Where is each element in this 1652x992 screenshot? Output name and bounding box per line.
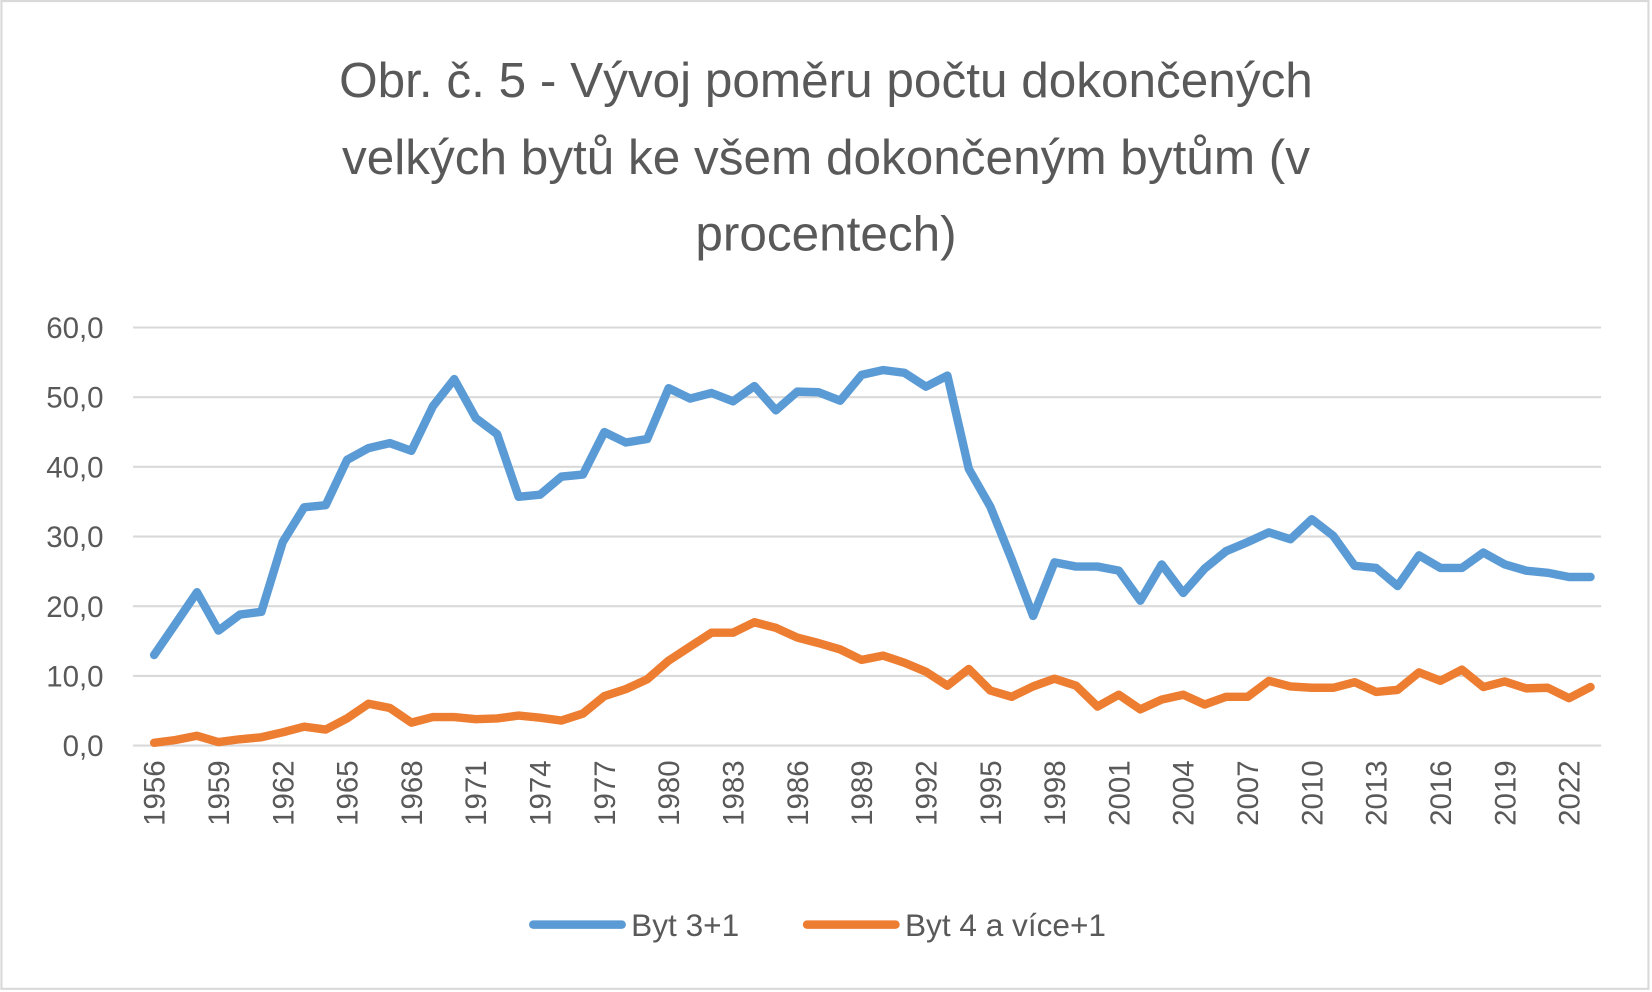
x-tick-label: 1974 [525, 760, 558, 826]
series-line-0 [149, 365, 1595, 660]
x-tick-label: 2019 [1489, 760, 1522, 826]
chart-title: Obr. č. 5 - Vývoj poměru počtu dokončený… [339, 53, 1313, 262]
x-tick-label: 1983 [718, 760, 751, 826]
x-tick-label: 1962 [267, 760, 300, 826]
series-line-1 [149, 618, 1595, 748]
legend-label-byt-4-a-vice-1: Byt 4 a více+1 [905, 907, 1106, 943]
x-tick-label: 1998 [1039, 760, 1072, 826]
x-tick-label: 2016 [1425, 760, 1458, 826]
legend-label-byt-3-1: Byt 3+1 [631, 907, 739, 943]
chart-title-line-1: Obr. č. 5 - Vývoj poměru počtu dokončený… [339, 53, 1313, 108]
y-tick-label: 40,0 [46, 451, 103, 484]
x-tick-label: 1956 [139, 760, 172, 826]
x-tick-label: 2007 [1232, 760, 1265, 826]
x-tick-label: 2004 [1168, 760, 1201, 826]
x-tick-label: 1989 [846, 760, 879, 826]
y-tick-label: 30,0 [46, 521, 103, 554]
gridlines [133, 326, 1602, 747]
y-tick-label: 60,0 [46, 312, 103, 345]
x-tick-label: 1977 [589, 760, 622, 826]
x-tick-label: 2022 [1554, 760, 1587, 826]
x-tick-label: 1980 [653, 760, 686, 826]
chart-title-line-2: velkých bytů ke všem dokončeným bytům (v [342, 130, 1310, 185]
series-lines [149, 365, 1595, 748]
x-tick-label: 1986 [782, 760, 815, 826]
x-tick-label: 1965 [332, 760, 365, 826]
y-tick-label: 50,0 [46, 382, 103, 415]
x-tick-label: 1971 [460, 760, 493, 826]
y-tick-label: 20,0 [46, 591, 103, 624]
y-tick-label: 10,0 [46, 660, 103, 693]
x-tick-label: 2010 [1296, 760, 1329, 826]
x-tick-label: 1992 [910, 760, 943, 826]
x-tick-label: 1968 [396, 760, 429, 826]
legend: Byt 3+1 Byt 4 a více+1 [529, 907, 1106, 943]
x-tick-label: 1959 [203, 760, 236, 826]
x-tick-label: 1995 [975, 760, 1008, 826]
y-axis: 0,0 10,0 20,0 30,0 40,0 50,0 60,0 [46, 312, 103, 763]
x-tick-label: 2001 [1103, 760, 1136, 826]
x-tick-label: 2013 [1361, 760, 1394, 826]
y-tick-label: 0,0 [63, 730, 104, 763]
x-axis: 1956 1959 1962 1965 1968 1971 1974 1977 1980 1983… [139, 760, 1587, 826]
chart-title-line-3: procentech) [695, 207, 956, 262]
